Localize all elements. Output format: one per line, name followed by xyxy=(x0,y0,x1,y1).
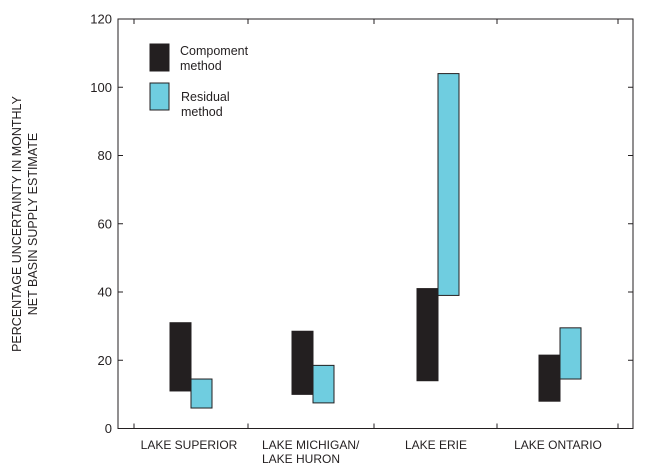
legend-label: method xyxy=(180,59,222,73)
x-category-label: LAKE ONTARIO xyxy=(514,438,602,452)
legend-label: Compoment xyxy=(180,44,249,58)
x-category-label: LAKE SUPERIOR xyxy=(141,438,238,452)
bars xyxy=(169,73,582,409)
x-category-label: LAKE MICHIGAN/ xyxy=(262,438,360,452)
y-tick-label: 80 xyxy=(98,148,112,163)
axes: 0 20 40 60 80 100 120 xyxy=(90,12,634,436)
y-tick-label: 60 xyxy=(98,216,112,231)
y-tick-label: 0 xyxy=(105,421,112,436)
legend-label: method xyxy=(181,105,223,119)
y-axis-label: PERCENTAGE UNCERTAINTY IN MONTHLY NET BAS… xyxy=(10,95,40,351)
y-axis-title: NET BASIN SUPPLY ESTIMATE xyxy=(26,133,40,315)
residual-method-bar xyxy=(559,327,582,380)
legend-swatch-residual xyxy=(149,82,170,111)
y-tick-label: 20 xyxy=(98,353,112,368)
x-category-label: LAKE HURON xyxy=(262,452,340,466)
y-tick-label: 40 xyxy=(98,285,112,300)
component-method-bar xyxy=(538,354,561,402)
category-labels: LAKE SUPERIOR LAKE MICHIGAN/LAKE HURON LAK… xyxy=(141,438,602,466)
component-method-bar xyxy=(169,322,192,392)
y-tick-label: 120 xyxy=(90,12,112,27)
x-category-label: LAKE ERIE xyxy=(405,438,467,452)
residual-method-bar xyxy=(437,73,460,296)
component-method-bar xyxy=(291,330,314,395)
component-method-bar xyxy=(416,288,439,382)
residual-method-bar xyxy=(190,378,213,409)
legend-label: Residual xyxy=(181,90,230,104)
y-tick-label: 100 xyxy=(90,80,112,95)
residual-method-bar xyxy=(312,364,335,404)
y-axis-title: PERCENTAGE UNCERTAINTY IN MONTHLY xyxy=(10,95,24,351)
legend-swatch-component xyxy=(149,43,170,72)
